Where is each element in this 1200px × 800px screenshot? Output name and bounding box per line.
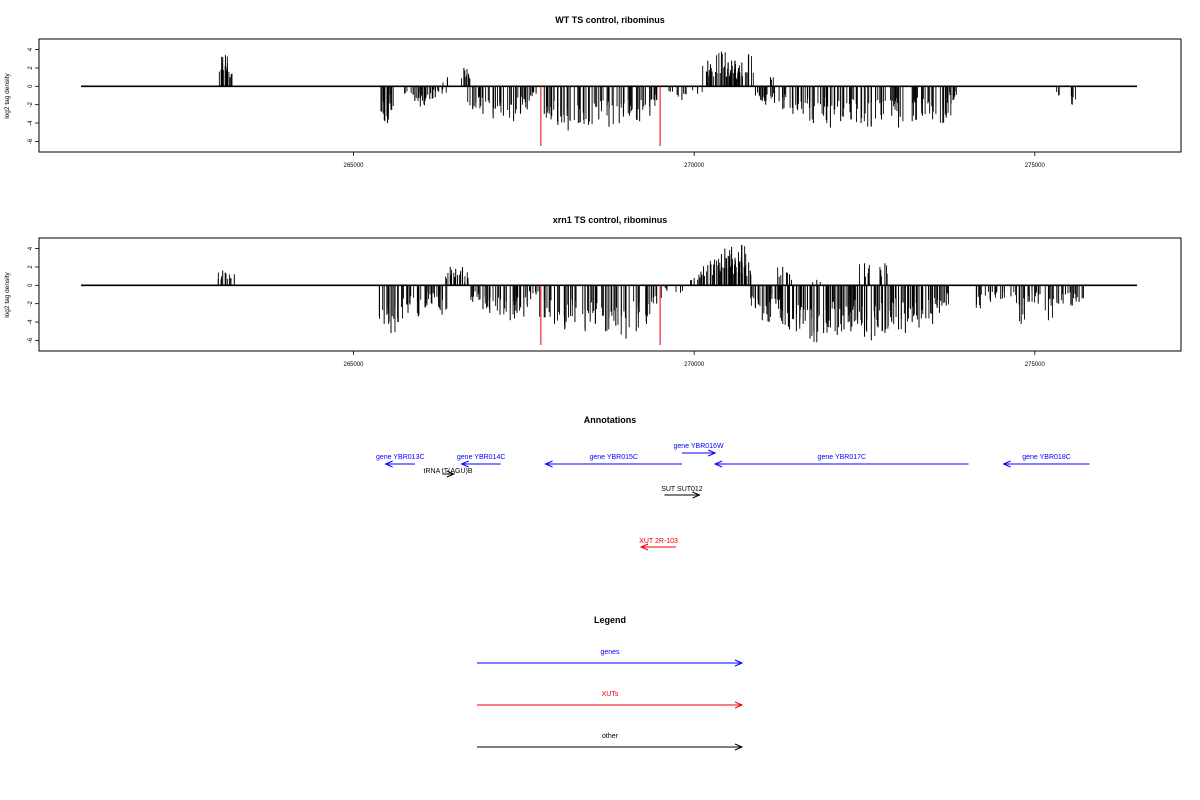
y-tick-label: 2 — [28, 265, 34, 269]
panel-xrn1: xrn1 TS control, ribominus log2 tag dens… — [4, 215, 1182, 368]
y-tick-label: 4 — [28, 47, 34, 51]
x-tick-label: 265000 — [344, 362, 365, 368]
plot-frame — [38, 237, 1182, 352]
annotation-genes: gene YBR015C — [544, 454, 682, 468]
plot-frame — [38, 38, 1182, 153]
y-tick-label: 2 — [28, 66, 34, 70]
arrowhead — [734, 659, 744, 667]
legend-label: XUTs — [602, 691, 619, 698]
arrowhead — [713, 460, 723, 468]
arrowhead — [734, 701, 744, 709]
annotation-genes: gene YBR018C — [1002, 454, 1090, 468]
y-tick-label: -6 — [28, 138, 34, 144]
annotation-others: tRNA tT(AGU)B — [424, 468, 473, 478]
annotation-others: SUT SUT012 — [661, 486, 703, 499]
y-tick-label: 0 — [28, 84, 34, 88]
arrowhead — [1002, 460, 1011, 468]
y-tick-label: -4 — [28, 319, 34, 325]
arrowhead — [707, 449, 717, 457]
y-tick-label: -6 — [28, 337, 34, 343]
x-tick-label: 270000 — [684, 163, 705, 169]
x-tick-label: 275000 — [1025, 163, 1046, 169]
legend-items: genes XUTs other — [477, 649, 744, 751]
annotations-title: Annotations — [584, 415, 637, 425]
x-axis: 265000 270000 275000 — [344, 152, 1046, 169]
annotation-label: gene YBR016W — [673, 443, 723, 450]
y-axis: 4 2 0 -2 -4 -6 — [28, 47, 39, 144]
arrowhead — [460, 460, 469, 468]
y-axis: 4 2 0 -2 -4 -6 — [28, 246, 39, 343]
annotation-label: gene YBR018C — [1022, 454, 1071, 461]
legend-title: Legend — [594, 615, 626, 625]
annotation-xuts: XUT 2R-103 — [639, 538, 678, 551]
x-tick-label: 275000 — [1025, 362, 1046, 368]
arrowhead — [446, 470, 456, 478]
arrowhead — [384, 460, 393, 468]
x-tick-label: 270000 — [684, 362, 705, 368]
x-axis: 265000 270000 275000 — [344, 351, 1046, 368]
legend-item-xut: XUTs — [477, 691, 744, 709]
annotation-label: XUT 2R-103 — [639, 538, 678, 545]
red-markers — [540, 285, 661, 345]
y-tick-label: -2 — [28, 101, 34, 107]
annotation-label: SUT SUT012 — [661, 486, 703, 493]
panel-title: xrn1 TS control, ribominus — [553, 215, 668, 225]
legend: Legend genes XUTs other — [477, 615, 744, 751]
annotation-label: tRNA tT(AGU)B — [424, 468, 473, 475]
legend-item-gene: genes — [477, 649, 744, 667]
annotation-genes: gene YBR013C — [376, 454, 425, 468]
y-tick-label: -4 — [28, 120, 34, 126]
annotation-label: gene YBR017C — [818, 454, 867, 461]
bars — [217, 244, 1084, 343]
annotation-genes: gene YBR016W — [673, 443, 724, 457]
y-tick-label: 4 — [28, 246, 34, 250]
arrowhead — [692, 491, 701, 499]
legend-label: genes — [600, 649, 620, 656]
annotation-genes: gene YBR017C — [713, 454, 969, 468]
arrowhead — [734, 743, 744, 751]
annotations-track: Annotations gene YBR013C gene YBR014C gene… — [376, 415, 1090, 551]
y-axis-label: log2 tag density — [4, 271, 11, 317]
y-tick-label: -2 — [28, 300, 34, 306]
arrowhead — [544, 460, 553, 468]
annotation-label: gene YBR015C — [589, 454, 638, 461]
red-markers — [540, 86, 661, 146]
y-axis-label: log2 tag density — [4, 72, 11, 118]
legend-label: other — [602, 733, 619, 740]
legend-item-other: other — [477, 733, 744, 751]
panel-title: WT TS control, ribominus — [555, 15, 665, 25]
arrowhead — [639, 543, 649, 551]
panel-wt: WT TS control, ribominus log2 tag densit… — [4, 15, 1182, 169]
annotation-features: gene YBR013C gene YBR014C gene YBR015C gene… — [376, 443, 1090, 551]
x-tick-label: 265000 — [344, 163, 365, 169]
annotation-genes: gene YBR014C — [457, 454, 506, 468]
annotation-label: gene YBR013C — [376, 454, 425, 461]
bars — [218, 51, 1076, 131]
annotation-label: gene YBR014C — [457, 454, 506, 461]
y-tick-label: 0 — [28, 283, 34, 287]
